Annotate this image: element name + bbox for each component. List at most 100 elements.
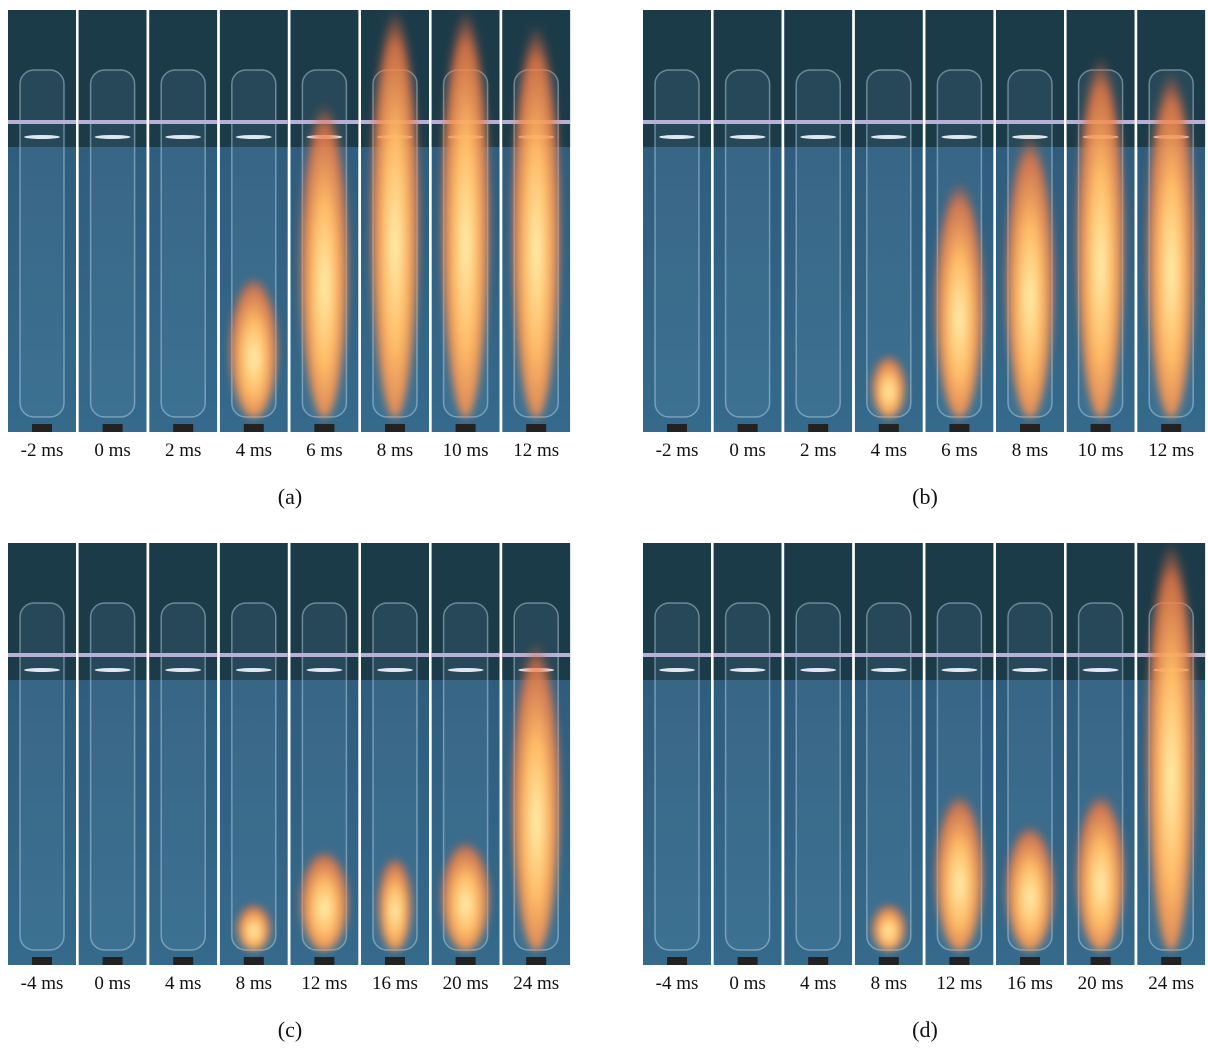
base (667, 424, 687, 432)
photo-frame (431, 543, 500, 965)
base (1020, 424, 1040, 432)
frame-time: 24 ms (1148, 973, 1194, 994)
photo-frame (1066, 543, 1135, 965)
panel-label: (d) (912, 1017, 938, 1042)
dark-top (925, 10, 994, 147)
dark-top (1066, 543, 1135, 680)
base (878, 424, 899, 432)
photo-frame (149, 10, 218, 432)
frame-time: 4 ms (871, 440, 907, 461)
flame (1006, 119, 1054, 418)
frame-time: 2 ms (165, 440, 201, 461)
ring-glint (24, 668, 60, 672)
frame-time: 0 ms (729, 440, 765, 461)
tube (19, 69, 65, 418)
photo-frame (290, 543, 359, 965)
ring (1066, 653, 1135, 657)
ring-glint (1082, 668, 1119, 672)
ring (78, 653, 147, 657)
base (949, 424, 970, 432)
ring (784, 653, 853, 657)
photo-frame (854, 543, 923, 965)
photo-frame (78, 543, 147, 965)
frame-time: 24 ms (513, 973, 559, 994)
ring (361, 653, 429, 657)
ring (996, 653, 1064, 657)
photo-frame (784, 543, 853, 965)
frame-time: 8 ms (236, 973, 272, 994)
ring-glint (1012, 668, 1048, 672)
base (737, 957, 758, 965)
base (667, 957, 687, 965)
photo-frame (361, 10, 429, 432)
tube (89, 69, 136, 418)
photo-frame (996, 543, 1064, 965)
ring-glint (447, 668, 484, 672)
frame-time: -4 ms (21, 973, 64, 994)
frame-time: 8 ms (1012, 440, 1048, 461)
flame (871, 901, 906, 951)
ring (219, 653, 288, 657)
frame-time: 6 ms (941, 440, 977, 461)
ring (219, 120, 288, 124)
tube (160, 69, 206, 418)
dark-top (925, 543, 994, 680)
frame-time: 2 ms (800, 440, 836, 461)
flame (300, 844, 349, 951)
frame-time: 4 ms (165, 973, 201, 994)
dark-top (643, 543, 711, 680)
ring (854, 120, 923, 124)
base (243, 424, 264, 432)
dark-top (996, 543, 1064, 680)
dark-top (78, 543, 147, 680)
photo-frame (925, 10, 994, 432)
ring (149, 653, 218, 657)
base (32, 424, 52, 432)
flame (1006, 818, 1054, 951)
frame-time: 4 ms (236, 440, 272, 461)
tube (654, 602, 700, 951)
dark-top (219, 543, 288, 680)
ring-glint (165, 668, 202, 672)
ring (713, 120, 782, 124)
frame-time: 12 ms (301, 973, 347, 994)
base (102, 957, 123, 965)
frame-time: 12 ms (513, 440, 559, 461)
frame-time: 6 ms (306, 440, 342, 461)
flame (512, 10, 561, 418)
tube (795, 69, 841, 418)
panel-label: (c) (278, 1017, 302, 1042)
frame-time: 0 ms (729, 973, 765, 994)
photo-frame (1137, 10, 1206, 432)
dark-top (8, 10, 76, 147)
frame-time: 10 ms (1078, 440, 1124, 461)
flame (300, 86, 349, 418)
dark-top (431, 543, 500, 680)
ring-glint (659, 668, 695, 672)
flame (1147, 52, 1196, 418)
frame-time: 12 ms (936, 973, 982, 994)
base (737, 424, 758, 432)
tube (654, 69, 700, 418)
flame (441, 834, 490, 952)
tube (160, 602, 206, 951)
base (314, 424, 335, 432)
flame (935, 169, 984, 418)
frame-time: 8 ms (871, 973, 907, 994)
photo-frame (8, 10, 76, 432)
photo-frame (854, 10, 923, 432)
base (526, 957, 547, 965)
ring-glint (165, 135, 202, 139)
base (32, 957, 52, 965)
panel-label: (b) (912, 484, 938, 509)
base (385, 424, 405, 432)
tube (89, 602, 136, 951)
ring-glint (800, 668, 837, 672)
ring (8, 653, 76, 657)
frame-time: -2 ms (21, 440, 64, 461)
photo-frame (713, 543, 782, 965)
base (808, 424, 829, 432)
dark-top (149, 10, 218, 147)
base (385, 957, 405, 965)
